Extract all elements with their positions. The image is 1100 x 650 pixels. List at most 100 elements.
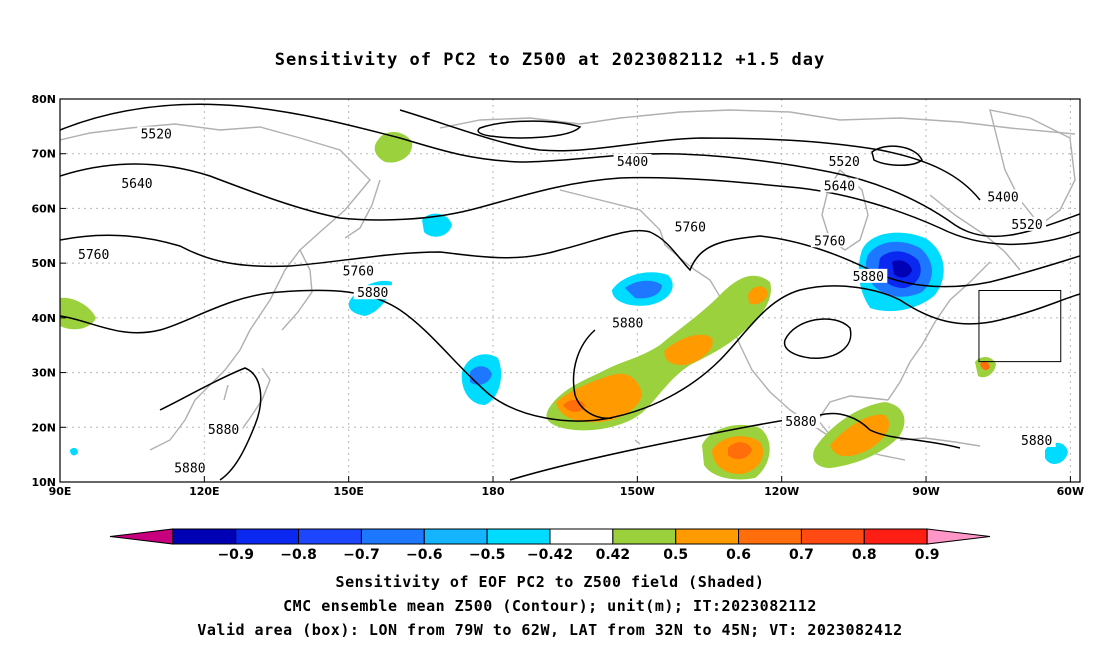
z500-contours [60, 103, 1080, 481]
colorbar-segment [738, 528, 802, 545]
coastline-asia-north [60, 123, 371, 451]
colorbar-label: 0.6 [726, 547, 751, 563]
contour-labels: 5520 5400 5520 5400 5640 5640 5520 5760 5760 5760… [74, 126, 1056, 476]
lat-tick-label: 50N [31, 257, 56, 270]
coastline-kamchatka [344, 179, 381, 239]
contour-label-bg [74, 246, 113, 261]
negative-patch-bering [422, 213, 452, 237]
contour-label: 5880 [612, 316, 643, 331]
negative-patch-date-line-core [470, 366, 492, 385]
contour-label-bg [339, 263, 378, 278]
contour-label: 5760 [78, 248, 109, 263]
contour-label-bg [671, 219, 710, 234]
contour-label-bg [608, 315, 647, 330]
contour-5880-western-trough [572, 329, 613, 419]
colorbar-max-arrow [926, 528, 991, 545]
coastline-labrador [929, 194, 1021, 271]
colorbar-segment [800, 528, 865, 545]
orange-patch-caribbean [830, 414, 889, 457]
coastline-arctic-islands [439, 109, 1076, 135]
contour-label-bg [613, 153, 652, 168]
contour-label: 5760 [814, 234, 845, 249]
contour-5400-arctic-lobe [399, 109, 981, 201]
contour-label: 5760 [675, 221, 706, 236]
contour-label: 5880 [853, 270, 884, 285]
contour-label: 5520 [1011, 218, 1042, 233]
axis-labels: 90E 120E 150E 180 150W 120W 90W 60W 80N 70N 60N 50N… [31, 93, 1084, 498]
red-patch-atlantic [980, 361, 990, 371]
contour-label-bg [117, 175, 156, 190]
contour-label: 5520 [141, 128, 172, 143]
contour-5640-line [60, 163, 1080, 246]
plot-frame [59, 98, 1081, 483]
contour-label-bg [204, 422, 243, 437]
orange-patch-pacific-2 [664, 334, 713, 366]
contour-label: 5880 [785, 415, 816, 430]
lat-tick-label: 80N [31, 93, 56, 106]
contour-label: 5400 [987, 190, 1018, 205]
colorbar-label: 0.8 [852, 547, 877, 563]
contour-label: 5880 [208, 423, 239, 438]
contour-label-bg [825, 153, 864, 168]
colorbar-segment [675, 528, 740, 545]
colorbar-segment [298, 528, 362, 545]
red-patch-mexico [728, 442, 752, 460]
colorbar-label: −0.6 [406, 547, 443, 563]
colorbar-label: −0.9 [217, 547, 254, 563]
coastline-taiwan [223, 384, 229, 401]
colorbar-label: −0.5 [469, 547, 506, 563]
colorbar-segment [423, 528, 488, 545]
colorbar-segment [863, 528, 928, 545]
colorbar-label: −0.8 [280, 547, 317, 563]
contour-label-bg [984, 189, 1023, 204]
contour-5880-tropical-west [159, 367, 262, 481]
colorbar-label: 0.42 [596, 547, 631, 563]
lon-tick-label: 90E [49, 485, 72, 498]
valid-area-box [978, 290, 1062, 363]
lon-tick-label: 180 [482, 485, 505, 498]
lat-tick-label: 70N [31, 148, 56, 161]
negative-patch-atlantic-east [1045, 442, 1068, 464]
orange-patch-pacific-3 [748, 286, 768, 305]
lat-tick-label: 40N [31, 312, 56, 325]
contour-label: 5640 [824, 180, 855, 195]
contour-label: 5880 [174, 461, 205, 476]
coastline-alaska [559, 189, 711, 281]
contour-5880-high-closed [783, 318, 852, 359]
negative-patch-alaska-gulf-core [625, 280, 662, 299]
colorbar-label: −0.7 [343, 547, 380, 563]
lon-tick-label: 150W [620, 485, 655, 498]
contour-5760-line [60, 229, 1080, 288]
contour-label-bg [1017, 432, 1056, 447]
negative-patch-west-tropics [70, 447, 78, 456]
contour-label: 5760 [343, 264, 374, 279]
footer-line-2: CMC ensemble mean Z500 (Contour); unit(m… [283, 597, 817, 615]
colorbar-segment [549, 528, 614, 545]
contour-label-bg [1008, 216, 1047, 231]
colorbar-label: −0.42 [527, 547, 573, 563]
lat-tick-label: 30N [31, 367, 56, 380]
contour-label-bg [170, 460, 209, 475]
contour-label-bg [781, 413, 820, 428]
sensitivity-shading [60, 131, 1068, 480]
contour-label: 5880 [1021, 434, 1052, 449]
lon-tick-label: 90W [912, 485, 939, 498]
contour-label: 5640 [121, 177, 152, 192]
lon-tick-label: 120E [189, 485, 219, 498]
colorbar-segment [172, 528, 237, 545]
contour-5400-small-closed [871, 145, 923, 166]
contour-5400-closed-arctic [477, 120, 582, 139]
contour-label: 5400 [617, 155, 648, 170]
negative-patch-east-us-center [892, 260, 912, 278]
lat-tick-label: 10N [31, 476, 56, 489]
coastline-philippines [239, 367, 271, 433]
colorbar-label: 0.9 [915, 547, 940, 563]
colorbar-label: 0.5 [663, 547, 688, 563]
contour-label: 5520 [829, 155, 860, 170]
contour-label-bg [353, 285, 392, 300]
coastline-greenland [989, 109, 1076, 226]
lon-tick-label: 150E [333, 485, 363, 498]
contour-label-bg [810, 233, 849, 248]
lon-tick-label: 60W [1057, 485, 1084, 498]
